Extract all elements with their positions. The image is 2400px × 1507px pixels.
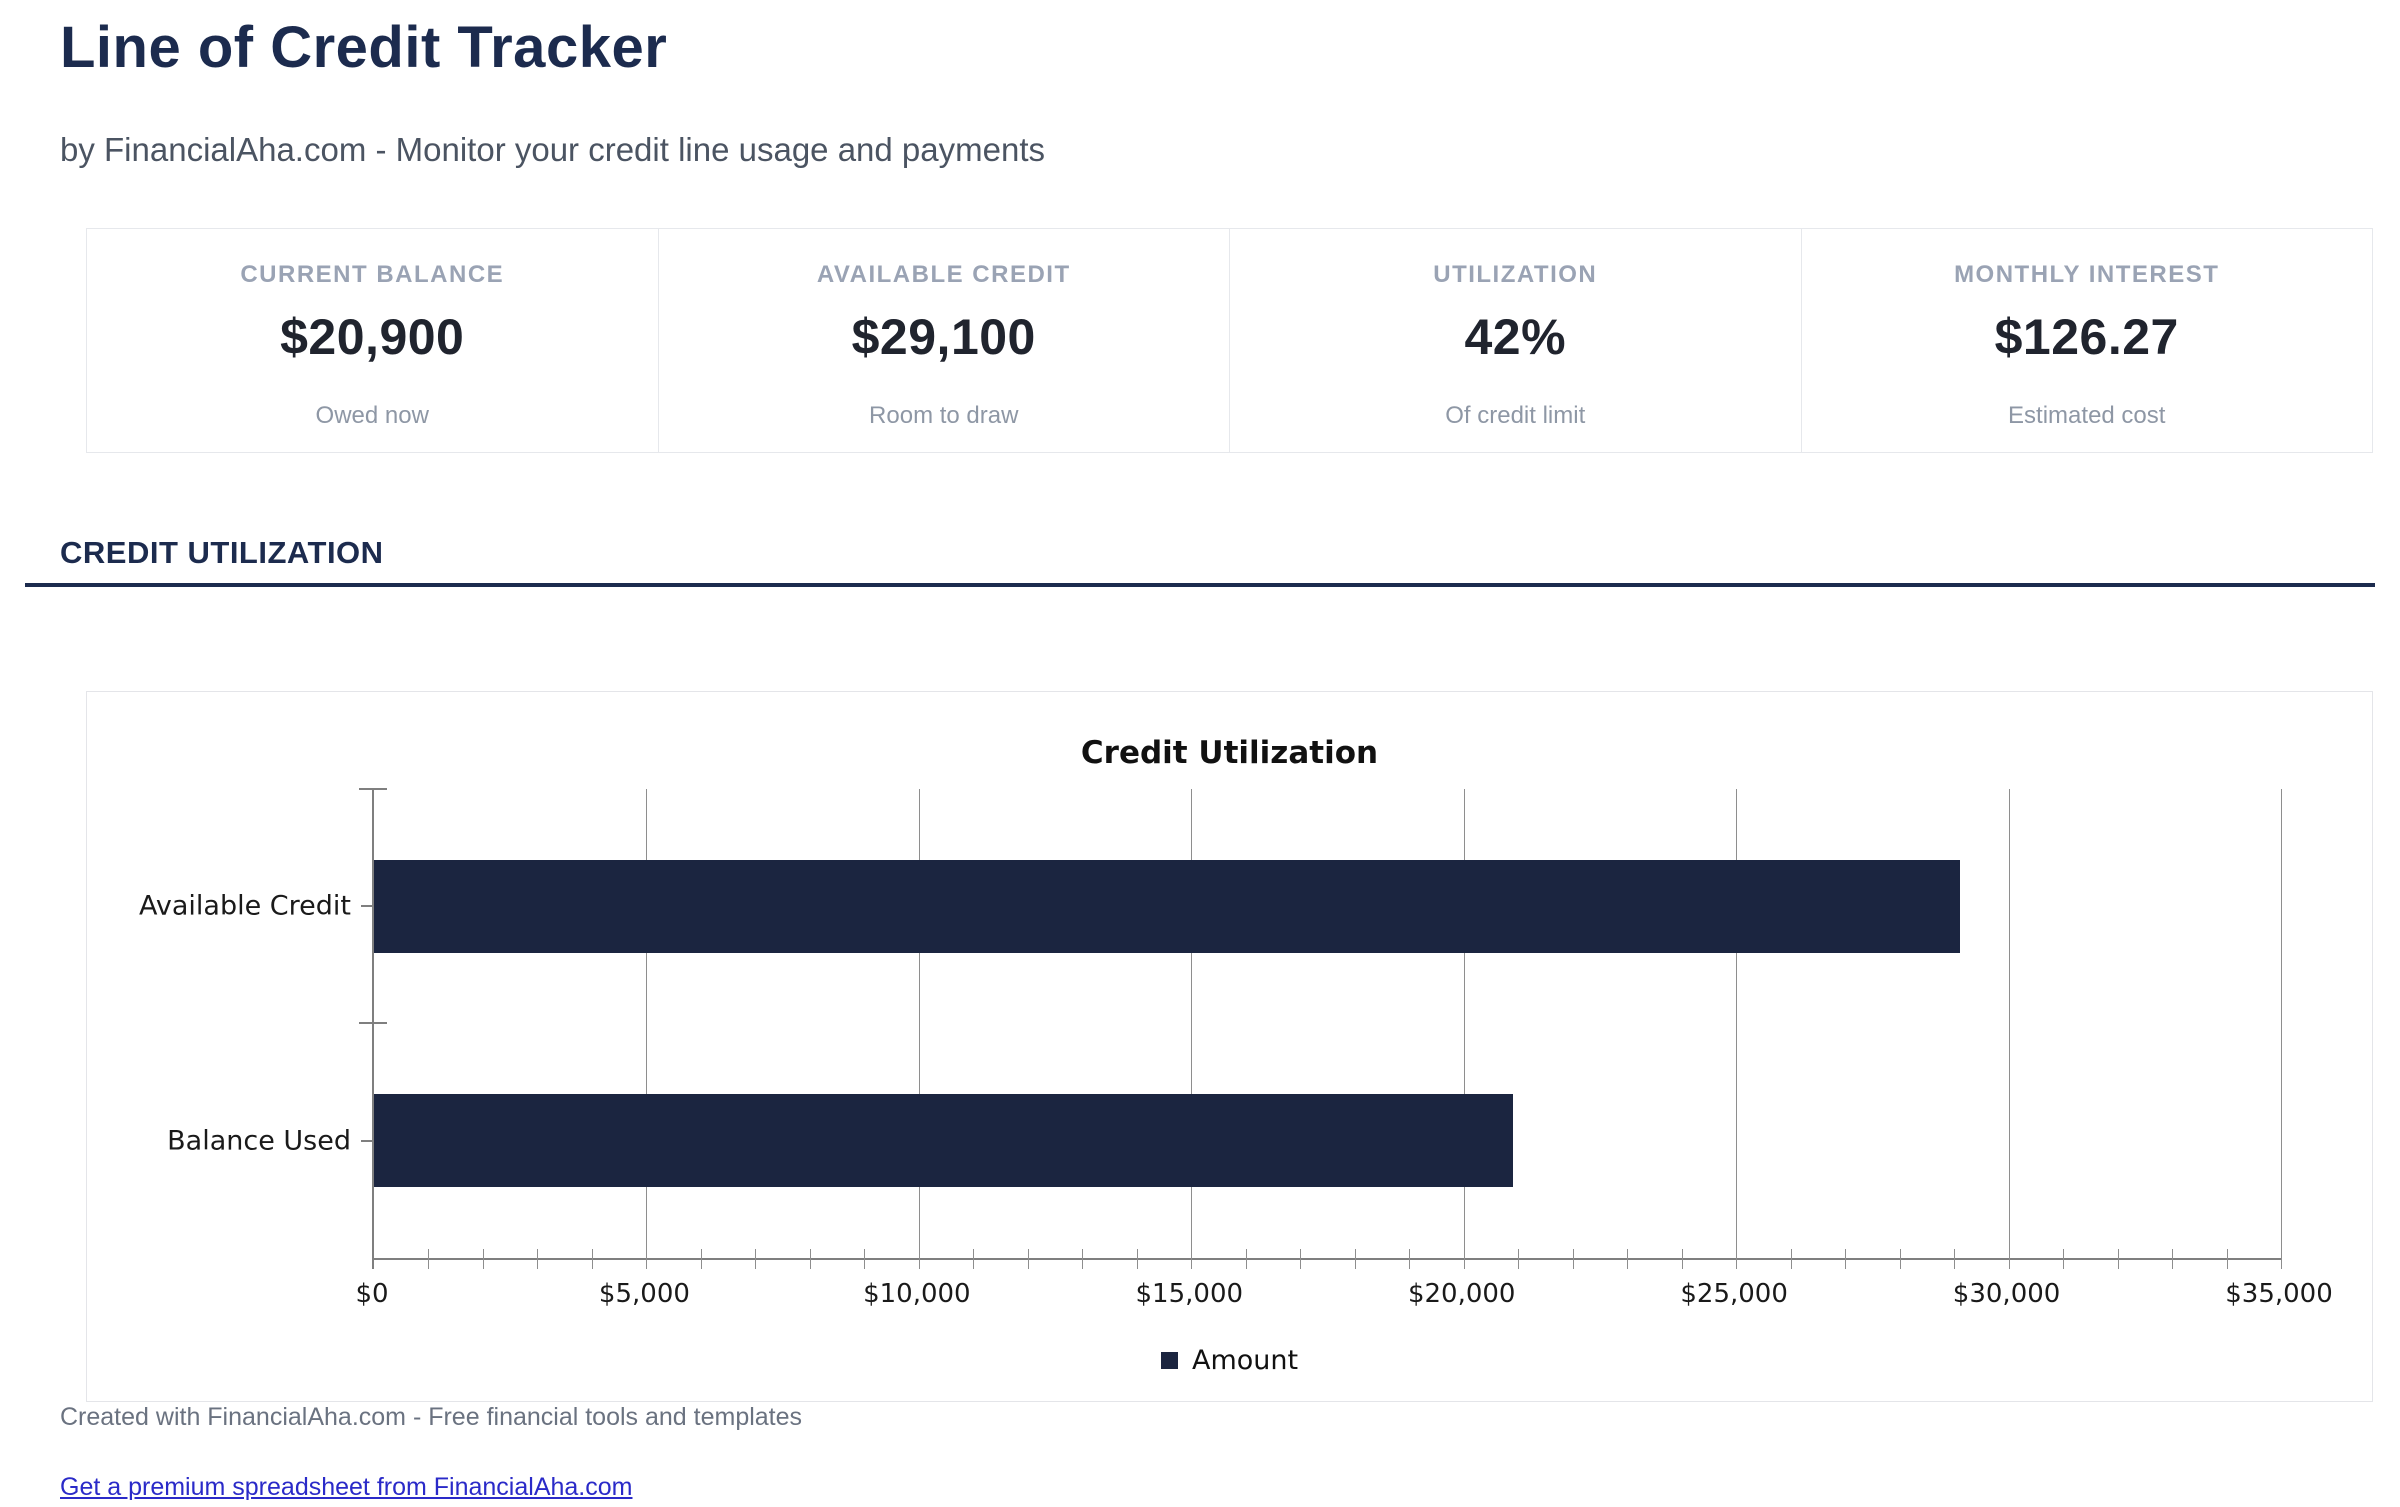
plot-area	[359, 788, 2282, 1269]
stat-value: $29,100	[851, 309, 1036, 366]
bar-available-credit	[374, 860, 1960, 953]
page-subtitle: by FinancialAha.com - Monitor your credi…	[60, 131, 1045, 168]
major-gridline	[1191, 789, 1193, 1269]
major-gridline	[918, 789, 920, 1269]
category-label-tick	[361, 905, 374, 907]
major-gridline	[1736, 789, 1738, 1269]
minor-tick	[2172, 1249, 2174, 1269]
minor-tick	[482, 1249, 484, 1269]
minor-tick	[2117, 1249, 2119, 1269]
minor-tick	[1627, 1249, 1629, 1269]
category-boundary-tick-top	[359, 788, 387, 790]
stat-label: MONTHLY INTEREST	[1954, 261, 2220, 288]
minor-tick	[1082, 1249, 1084, 1269]
minor-tick	[1954, 1249, 1956, 1269]
stat-card-monthly-interest: MONTHLY INTEREST $126.27 Estimated cost	[1800, 229, 2373, 452]
chart-card: Credit Utilization Available Credit Balan…	[86, 691, 2373, 1402]
stat-caption: Room to draw	[869, 402, 1019, 430]
stat-label: AVAILABLE CREDIT	[816, 261, 1071, 288]
y-axis-labels: Available Credit Balance Used	[87, 789, 351, 1258]
x-tick-label: $15,000	[1135, 1279, 1244, 1309]
minor-tick	[1845, 1249, 1847, 1269]
stat-caption: Estimated cost	[2008, 402, 2166, 430]
minor-tick	[973, 1249, 975, 1269]
minor-tick	[428, 1249, 430, 1269]
x-tick-label: $20,000	[1407, 1279, 1516, 1309]
stat-label: UTILIZATION	[1433, 261, 1598, 288]
chart-title: Credit Utilization	[1080, 735, 1379, 771]
minor-tick	[1027, 1249, 1029, 1269]
category-label: Balance Used	[167, 1125, 351, 1157]
stat-caption: Owed now	[315, 402, 429, 430]
stat-value: 42%	[1464, 309, 1567, 366]
category-label-tick	[361, 1140, 374, 1142]
major-gridline	[1463, 789, 1465, 1269]
minor-tick	[591, 1249, 593, 1269]
x-axis-labels: $0 $5,000 $10,000 $15,000 $20,000 $25,000 $30,…	[355, 1279, 2332, 1317]
x-tick-label: $35,000	[2225, 1279, 2333, 1309]
minor-tick	[1409, 1249, 1411, 1269]
major-gridline	[646, 789, 648, 1269]
minor-tick	[864, 1249, 866, 1269]
stat-card-utilization: UTILIZATION 42% Of credit limit	[1229, 229, 1801, 452]
minor-tick	[1518, 1249, 1520, 1269]
minor-tick	[2063, 1249, 2065, 1269]
stat-value: $20,900	[280, 309, 465, 366]
minor-tick	[755, 1249, 757, 1269]
category-boundary-tick-middle	[359, 1022, 387, 1024]
stat-value: $126.27	[1994, 309, 2179, 366]
page-title: Line of Credit Tracker	[60, 15, 668, 80]
x-tick-label: $25,000	[1680, 1279, 1788, 1309]
minor-tick	[700, 1249, 702, 1269]
minor-tick	[809, 1249, 811, 1269]
section-divider	[25, 583, 2375, 587]
legend-label: Amount	[1191, 1345, 1299, 1376]
stat-caption: Of credit limit	[1445, 402, 1586, 430]
minor-tick	[1681, 1249, 1683, 1269]
chart-legend: Amount	[87, 1347, 2372, 1374]
bar-balance-used	[374, 1094, 1513, 1187]
minor-tick	[1354, 1249, 1356, 1269]
minor-tick	[1300, 1249, 1302, 1269]
section-title: CREDIT UTILIZATION	[60, 535, 384, 570]
premium-link[interactable]: Get a premium spreadsheet from Financial…	[60, 1473, 633, 1501]
minor-tick	[537, 1249, 539, 1269]
x-tick-label: $30,000	[1952, 1279, 2061, 1309]
major-gridline	[2008, 789, 2010, 1269]
category-label: Available Credit	[139, 890, 351, 922]
minor-tick	[1899, 1249, 1901, 1269]
stat-label: CURRENT BALANCE	[240, 261, 505, 288]
minor-tick	[1245, 1249, 1247, 1269]
x-tick-label: $0	[355, 1279, 389, 1309]
minor-tick	[1572, 1249, 1574, 1269]
x-tick-label: $10,000	[863, 1279, 971, 1309]
x-tick-label: $5,000	[598, 1279, 690, 1309]
minor-tick	[1790, 1249, 1792, 1269]
footer-credit: Created with FinancialAha.com - Free fin…	[60, 1403, 803, 1431]
minor-tick	[1136, 1249, 1138, 1269]
legend-swatch	[1160, 1352, 1178, 1369]
minor-tick	[2226, 1249, 2228, 1269]
x-axis-zero-tick	[372, 1258, 374, 1269]
stat-card-available-credit: AVAILABLE CREDIT $29,100 Room to draw	[657, 229, 1230, 452]
stat-card-current-balance: CURRENT BALANCE $20,900 Owed now	[87, 229, 658, 452]
stats-row: CURRENT BALANCE $20,900 Owed now AVAILAB…	[86, 228, 2373, 453]
major-gridline	[2281, 789, 2282, 1269]
